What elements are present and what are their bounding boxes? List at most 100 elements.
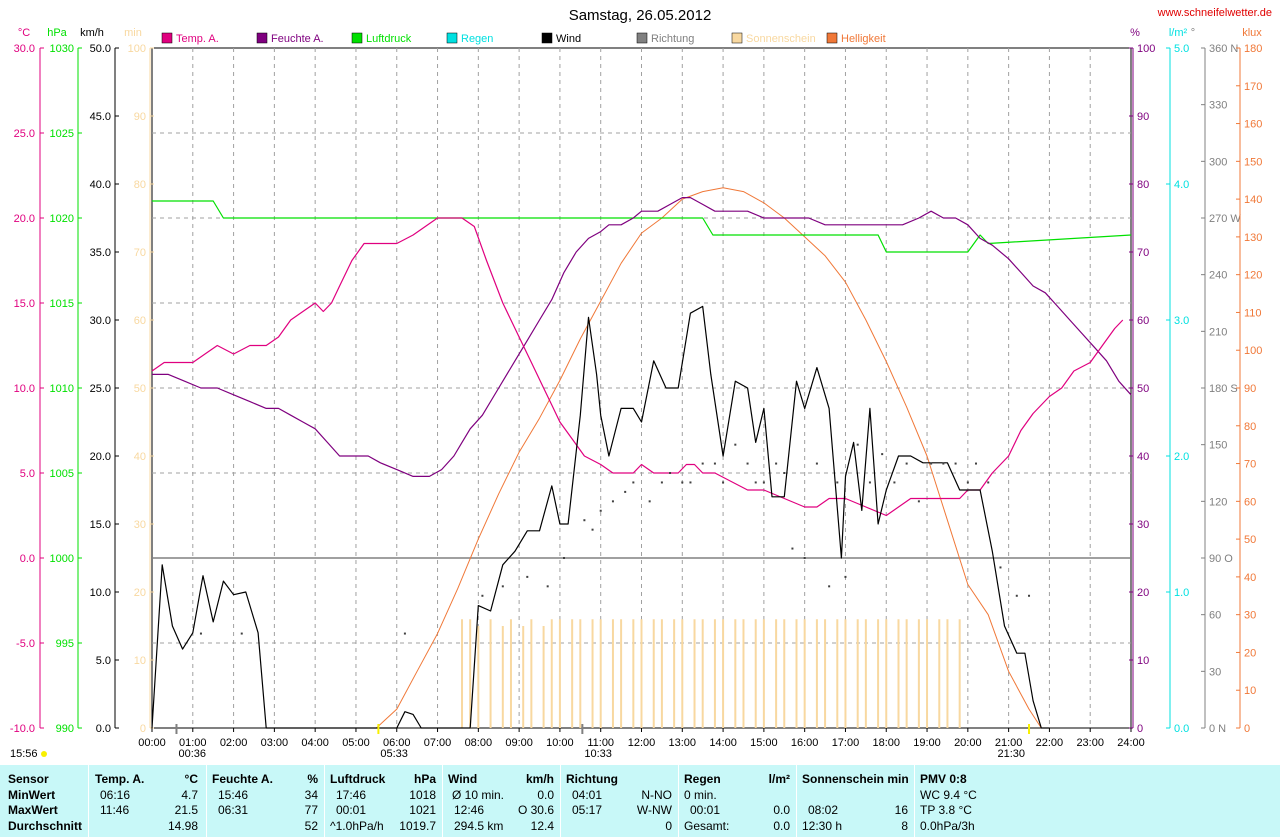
press-min-time: 17:46: [336, 788, 367, 802]
moonset-label: 00:36: [178, 748, 206, 760]
rain-axis-label-5: 0.0: [1174, 723, 1189, 735]
press-max-time: 00:01: [336, 803, 367, 817]
legend-label-0: Temp. A.: [176, 33, 219, 45]
row-label-min: MinWert: [8, 788, 56, 802]
site-url[interactable]: www.schneifelwetter.de: [1157, 7, 1272, 19]
sunshine-axis-label-2: 80: [134, 179, 146, 191]
x-label-10: 10:00: [546, 737, 574, 749]
wind-distance: 294.5 km: [454, 819, 504, 833]
humidity-axis-label-2: 80: [1137, 179, 1149, 191]
hum-max-time: 06:31: [218, 803, 249, 817]
x-label-22: 22:00: [1036, 737, 1064, 749]
brightness-axis-label-15: 30: [1244, 610, 1256, 622]
legend-swatch-4: [541, 32, 553, 44]
brightness-line: [376, 187, 1042, 729]
legend-label-5: Richtung: [651, 33, 694, 45]
x-label-15: 15:00: [750, 737, 778, 749]
direction-point-4: [501, 585, 504, 588]
brightness-axis-label-5: 130: [1244, 232, 1262, 244]
direction-axis-label-0: 360 N: [1209, 43, 1238, 55]
press-trend: ^1.0hPa/h: [330, 819, 384, 833]
weather-chart: Samstag, 26.05.2012 www.schneifelwetter.…: [10, 7, 1272, 760]
rain-axis-label-0: 5.0: [1174, 43, 1189, 55]
hum-avg: 52: [304, 819, 318, 833]
sunshine-axis-label-3: 70: [134, 247, 146, 259]
sunshine-axis-label-10: 0: [140, 723, 146, 735]
direction-point-48: [1028, 594, 1031, 597]
rain-axis-label-3: 2.0: [1174, 451, 1189, 463]
wind-min-label: Ø 10 min.: [452, 788, 505, 802]
sun-min: 16: [894, 803, 908, 817]
x-label-1: 01:00: [179, 737, 207, 749]
brightness-axis-label-13: 50: [1244, 534, 1256, 546]
direction-point-25: [762, 481, 765, 484]
wind-axis-label-0: 50.0: [90, 43, 111, 55]
dir-min: N-NO: [641, 788, 672, 802]
legend-swatch-3: [446, 32, 458, 44]
pressure-axis-label-7: 995: [56, 638, 74, 650]
direction-axis-label-6: 180 S: [1209, 383, 1238, 395]
direction-point-13: [632, 481, 635, 484]
press-min: 1018: [409, 788, 436, 802]
direction-point-23: [746, 462, 749, 465]
hum-min: 34: [304, 788, 318, 802]
direction-point-35: [868, 481, 871, 484]
humidity-axis-label-8: 20: [1137, 587, 1149, 599]
series-layer: [151, 187, 1132, 729]
humidity-axis-label-10: 0: [1137, 723, 1143, 735]
sunshine-axis-label-9: 10: [134, 655, 146, 667]
event-left-time: 15:56: [10, 748, 38, 760]
dir-max: W-NW: [636, 803, 672, 817]
direction-point-46: [999, 566, 1002, 569]
x-label-7: 07:00: [424, 737, 452, 749]
rain-axis-label-4: 1.0: [1174, 587, 1189, 599]
x-axis: 00:00 01:00 02:00 03:00 04:00 05:00 06:00 07:00…: [138, 728, 1145, 749]
pressure-axis-label-4: 1010: [50, 383, 74, 395]
pressure-axis-label-0: 1030: [50, 43, 74, 55]
temp-axis-label-4: 10.0: [14, 383, 35, 395]
axis-unit-2: km/h: [80, 27, 104, 39]
direction-point-41: [942, 462, 945, 465]
dir-min-time: 04:01: [572, 788, 603, 802]
left-axes: 30.025.020.015.010.05.00.0-5.0-10.010301…: [10, 43, 154, 735]
brightness-axis-label-6: 120: [1244, 270, 1262, 282]
pressure-axis-label-3: 1015: [50, 298, 74, 310]
axis-unit-3: min: [124, 27, 142, 39]
hum-min-time: 15:46: [218, 788, 249, 802]
direction-point-18: [689, 481, 692, 484]
sunshine-axis-label-5: 50: [134, 383, 146, 395]
x-label-21: 21:00: [995, 737, 1023, 749]
direction-point-39: [917, 500, 920, 503]
direction-point-9: [591, 528, 594, 531]
pressure-axis-label-6: 1000: [50, 553, 74, 565]
temp-axis-label-8: -10.0: [10, 723, 35, 735]
wind-axis-label-3: 35.0: [90, 247, 111, 259]
sun-icon-left: [41, 751, 47, 757]
temp-axis-label-7: -5.0: [16, 638, 35, 650]
humidity-axis-label-6: 40: [1137, 451, 1149, 463]
direction-axis-label-8: 120: [1209, 496, 1227, 508]
direction-point-37: [893, 481, 896, 484]
rain-total: 0.0: [773, 819, 790, 833]
direction-axis-label-9: 90 O: [1209, 553, 1233, 565]
legend-swatch-7: [826, 32, 838, 44]
x-label-14: 14:00: [709, 737, 737, 749]
pressure-axis-label-2: 1020: [50, 213, 74, 225]
direction-point-7: [562, 557, 565, 559]
direction-point-42: [954, 462, 957, 465]
temp-axis-label-6: 0.0: [20, 553, 35, 565]
direction-point-17: [681, 481, 684, 484]
brightness-axis-label-7: 110: [1244, 307, 1262, 319]
direction-axis-label-5: 210: [1209, 326, 1227, 338]
brightness-axis-label-1: 170: [1244, 81, 1262, 93]
hdr-press-unit: hPa: [413, 772, 436, 786]
sunshine-axis-label-1: 90: [134, 111, 146, 123]
legend: Temp. A. Feuchte A. Luftdruck Regen Wind Rich…: [161, 32, 886, 45]
direction-axis-label-2: 300: [1209, 156, 1227, 168]
direction-point-10: [599, 509, 602, 512]
x-label-20: 20:00: [954, 737, 982, 749]
hdr-dir: Richtung: [566, 772, 618, 786]
direction-point-0: [199, 632, 202, 635]
legend-label-2: Luftdruck: [366, 33, 412, 45]
wind-axis-label-4: 30.0: [90, 315, 111, 327]
